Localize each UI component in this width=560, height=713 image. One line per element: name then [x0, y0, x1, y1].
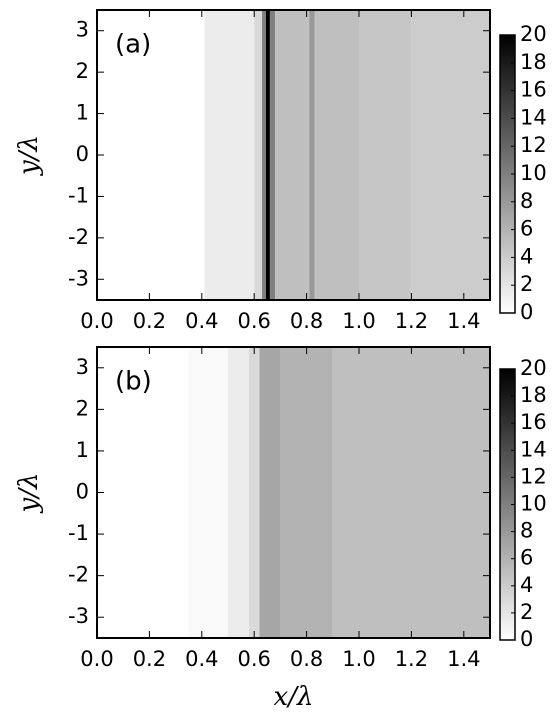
x-tick-label: 1.2 — [395, 647, 428, 671]
colorbar-tick-label: 14 — [520, 437, 547, 461]
y-tick-label: -1 — [68, 521, 89, 545]
colorbar-tick-label: 2 — [520, 600, 533, 624]
x-tick-label: 1.0 — [342, 309, 375, 333]
x-tick-label: 0.8 — [290, 647, 323, 671]
y-tick-label: 3 — [76, 18, 89, 42]
density-stripe — [97, 347, 189, 638]
x-tick-label: 0.4 — [185, 309, 218, 333]
density-stripe — [332, 347, 490, 638]
density-stripe — [359, 10, 412, 300]
x-tick-label: 1.4 — [447, 309, 480, 333]
colorbar-tick-label: 12 — [520, 133, 547, 157]
colorbar-tick-label: 6 — [520, 217, 533, 241]
colorbar-tick-label: 18 — [520, 50, 547, 74]
colorbar-tick-label: 12 — [520, 464, 547, 488]
density-stripe — [259, 347, 281, 638]
colorbar-tick-label: 20 — [520, 356, 547, 380]
density-stripe — [269, 10, 276, 300]
y-tick-label: 2 — [76, 59, 89, 83]
colorbar-tick-label: 16 — [520, 78, 547, 102]
x-tick-label: 1.4 — [447, 647, 480, 671]
density-stripe — [411, 10, 490, 300]
y-tick-label: 1 — [76, 101, 89, 125]
y-tick-label: -2 — [68, 225, 89, 249]
y-tick-label: -1 — [68, 183, 89, 207]
x-tick-label: 0.8 — [290, 309, 323, 333]
colorbar-tick-label: 16 — [520, 410, 547, 434]
x-tick-label: 0.0 — [80, 309, 113, 333]
colorbar-tick-label: 8 — [520, 189, 533, 213]
y-tick-label: 2 — [76, 396, 89, 420]
y-axis-label: y/λ — [14, 473, 44, 514]
colorbar-tick-label: 4 — [520, 244, 533, 268]
x-tick-label: 0.0 — [80, 647, 113, 671]
y-tick-label: -3 — [68, 604, 89, 628]
annotation: (b) — [115, 367, 152, 397]
colorbar-tick-label: 10 — [520, 492, 547, 516]
x-tick-label: 0.6 — [237, 647, 270, 671]
density-stripe — [204, 10, 255, 300]
colorbar-tick-label: 4 — [520, 573, 533, 597]
y-axis-label: y/λ — [14, 135, 44, 176]
x-axis-label: x/λ — [274, 682, 314, 712]
density-stripe — [314, 10, 359, 300]
x-tick-label: 0.2 — [133, 647, 166, 671]
colorbar-tick-label: 2 — [520, 272, 533, 296]
y-tick-label: 0 — [76, 142, 89, 166]
density-stripe — [97, 10, 205, 300]
density-stripe — [265, 10, 270, 300]
density-stripe — [280, 347, 333, 638]
density-stripe — [228, 347, 249, 638]
y-tick-label: -2 — [68, 563, 89, 587]
density-stripe — [275, 10, 307, 300]
density-stripe — [309, 10, 315, 300]
density-stripe — [248, 347, 260, 638]
colorbar-tick-label: 10 — [520, 161, 547, 185]
annotation: (a) — [115, 30, 151, 60]
colorbar-tick-label: 8 — [520, 519, 533, 543]
colorbar-tick-label: 14 — [520, 105, 547, 129]
density-stripe — [188, 347, 228, 638]
colorbar-tick-label: 6 — [520, 546, 533, 570]
x-tick-label: 0.2 — [133, 309, 166, 333]
density-stripe — [254, 10, 263, 300]
x-tick-label: 1.2 — [395, 309, 428, 333]
y-tick-label: 3 — [76, 355, 89, 379]
colorbar-tick-label: 20 — [520, 22, 547, 46]
colorbar-tick-label: 0 — [520, 300, 533, 324]
x-tick-label: 0.4 — [185, 647, 218, 671]
y-tick-label: -3 — [68, 266, 89, 290]
x-tick-label: 1.0 — [342, 647, 375, 671]
y-tick-label: 0 — [76, 480, 89, 504]
colorbar-tick-label: 18 — [520, 383, 547, 407]
x-tick-label: 0.6 — [237, 309, 270, 333]
y-tick-label: 1 — [76, 438, 89, 462]
density-stripe — [306, 10, 310, 300]
density-stripe — [262, 10, 266, 300]
colorbar-tick-label: 0 — [520, 627, 533, 651]
